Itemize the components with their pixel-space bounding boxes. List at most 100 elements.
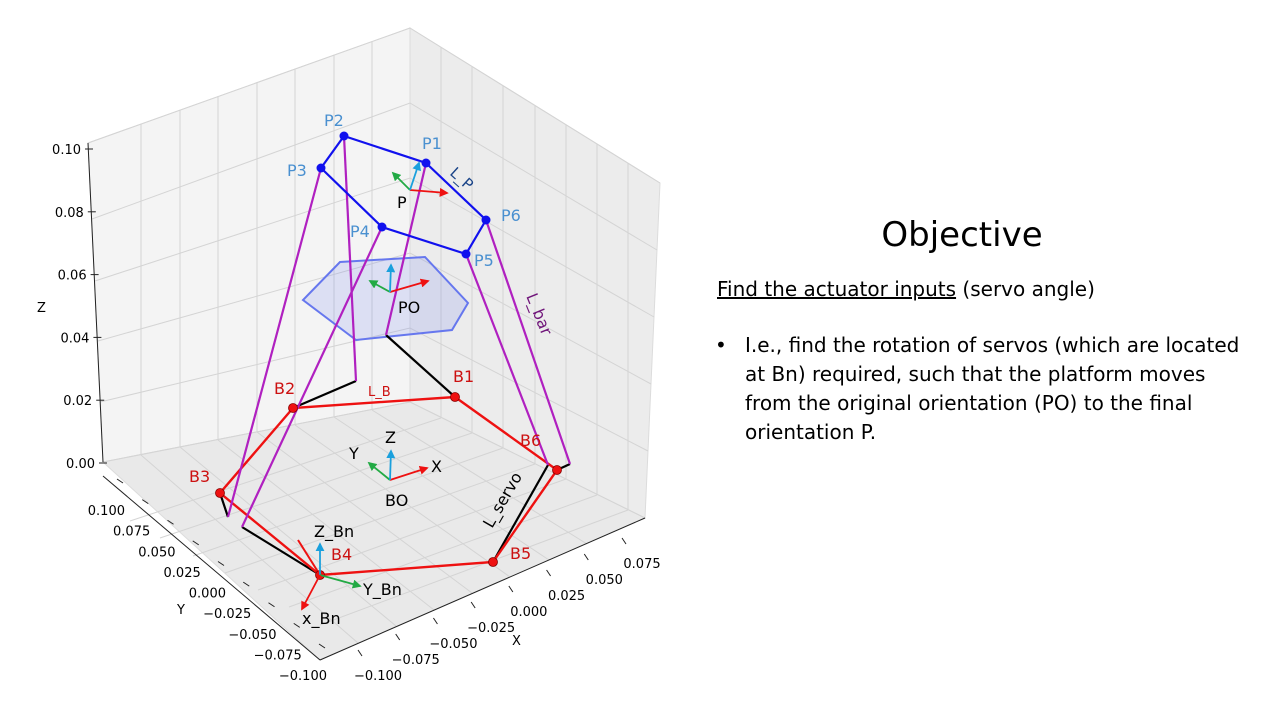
x-axis-line [319,517,646,661]
y-tick-mark [167,519,174,525]
y-tick-mark [268,602,275,608]
base-vertices [215,392,562,580]
servo-arm-b4 [241,526,321,576]
frame-bn [301,542,362,611]
y-tick-label: −0.025 [203,607,251,622]
z-tick-label: 0.08 [55,206,84,221]
x-tick-mark [621,537,627,545]
wall-gridlines [87,27,661,519]
x-tick-label: −0.025 [467,621,515,636]
label-p2: P2 [324,111,344,130]
subtitle-rest: (servo angle) [956,277,1095,301]
z-tick-label: 0.02 [63,394,92,409]
left-wall-verticals [140,42,373,455]
connecting-bars [226,135,572,528]
objective-bullet: • I.e., find the rotation of servos (whi… [715,331,1252,447]
vertex-b1 [450,392,460,402]
frame-p-y-arrow [391,171,411,191]
label-p4: P4 [350,222,370,241]
label-b2: B2 [274,379,295,398]
label-p5: P5 [474,251,494,270]
y-tick-label: 0.050 [138,545,175,560]
z-tick-label: 0.10 [52,143,81,158]
objective-subtitle: Find the actuator inputs (servo angle) [717,277,1252,301]
y-tick-mark [141,499,149,505]
vertex-b6 [552,465,562,475]
frame-p [391,161,449,197]
x-tick-label: 0.050 [586,573,623,588]
bullet-marker: • [715,333,727,357]
y-tick-label: 0.100 [88,504,125,519]
subtitle-underlined: Find the actuator inputs [717,277,957,301]
grid-panes [87,27,661,661]
label-frame-bo-z: Z [385,428,396,447]
label-p3: P3 [287,161,307,180]
bullet-text: I.e., find the rotation of servos (which… [745,333,1240,444]
y-tick-mark [318,643,326,649]
frame-po-y-arrow [368,280,391,293]
x-tick-mark [357,649,363,657]
x-tick-mark [583,553,589,561]
label-b3: B3 [189,467,210,486]
label-b4: B4 [331,545,352,564]
tick-layer: 0.000.020.040.060.080.100.1000.0750.0500… [52,143,661,684]
y-axis-title: Y [176,603,185,618]
x-tick-mark [470,601,476,609]
vertex-p2 [339,131,349,141]
vertex-p5 [461,249,471,259]
z-axis-title: Z [37,301,46,316]
frame-po-z-arrow [386,263,396,293]
bar-5 [464,253,550,466]
frame-bn-x-arrow [301,574,321,611]
x-tick-label: −0.075 [392,653,440,668]
servo-arms [218,334,571,576]
bar-4 [241,226,383,528]
y-tick-label: 0.025 [164,566,201,581]
label-frame-bo: BO [385,491,408,510]
y-axis-line [102,475,321,661]
frame-bo-z-arrow [386,449,396,481]
x-tick-mark [395,633,401,641]
y-tick-mark [116,478,124,484]
vertex-p1 [421,158,431,168]
frame-bo-x-arrow [389,465,429,481]
bar-3 [226,167,323,518]
objective-panel: Objective Find the actuator inputs (serv… [712,215,1252,447]
y-tick-mark [293,622,301,628]
servo-arm-b5 [492,464,549,563]
platform-vertices [316,131,491,259]
vertex-p3 [316,163,326,173]
y-tick-label: −0.100 [279,669,327,684]
floor-gridlines [129,409,629,644]
label-frame-p: P [397,193,407,212]
x-tick-label: 0.000 [510,605,547,620]
label-frame-po: PO [398,298,420,317]
servo-arm-b2 [292,379,357,410]
label-x-bn: x_Bn [302,609,341,629]
x-axis-title: X [512,634,521,649]
vertex-p6 [481,215,491,225]
servo-arm-b1 [385,334,456,398]
vertex-b2 [288,403,298,413]
objective-title: Objective [881,215,1043,255]
axis-lines [87,142,646,661]
vertex-b3 [215,488,225,498]
back-left-pane [87,27,411,463]
vertex-p4 [377,222,387,232]
label-frame-bo-x: X [431,457,442,476]
bar-2 [342,135,358,382]
label-b5: B5 [510,544,531,563]
frame-bo-y-arrow [367,461,391,481]
servo-axis-b4 [297,539,321,576]
z-tick-label: 0.00 [66,457,95,472]
frame-p-z-arrow [409,161,421,191]
label-p6: P6 [501,206,521,225]
frame-p-x-arrow [409,187,449,197]
y-tick-mark [242,581,250,587]
frame-po [368,263,430,293]
label-z-bn: Z_Bn [314,522,354,542]
bar-6 [484,219,572,465]
x-tick-mark [433,617,438,625]
y-tick-label: 0.075 [113,525,150,540]
